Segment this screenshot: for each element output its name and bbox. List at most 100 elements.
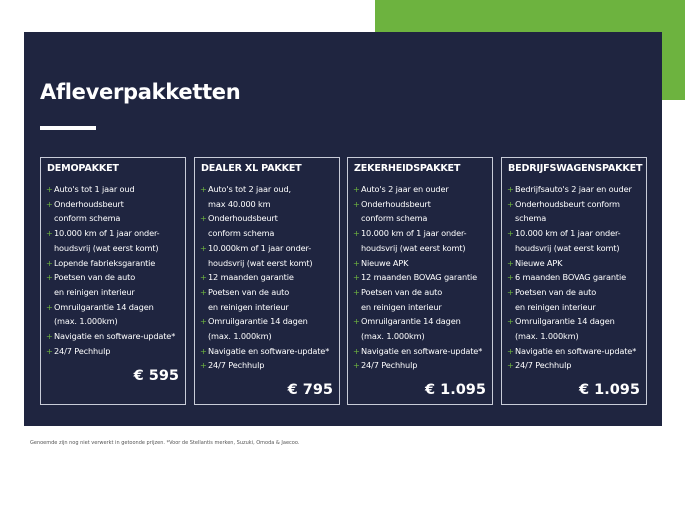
package-name: BEDRIJFSWAGENSPAKKET — [508, 163, 643, 174]
plus-icon: + — [200, 213, 207, 224]
feature-text: 10.000km of 1 jaar onder- — [208, 242, 312, 253]
feature-item: +Omruilgarantie 14 dagen — [200, 314, 337, 329]
feature-item: +Onderhoudsbeurt — [46, 197, 183, 212]
feature-text: Onderhoudsbeurt — [361, 198, 431, 209]
feature-item: +Navigatie en software-update* — [200, 344, 337, 359]
plus-icon: + — [200, 242, 207, 253]
feature-item: +Omruilgarantie 14 dagen — [353, 314, 490, 329]
plus-icon: + — [46, 272, 53, 283]
feature-list: +Auto's tot 2 jaar oud, max 40.000 km +Ond… — [200, 182, 337, 373]
feature-item: +12 maanden BOVAG garantie — [353, 270, 490, 285]
plus-icon: + — [46, 331, 53, 342]
plus-icon: + — [353, 228, 360, 239]
footnote: Genoemde zijn nog niet verwerkt in getoo… — [30, 440, 300, 446]
feature-text: 10.000 km of 1 jaar onder- — [54, 228, 160, 239]
feature-item: +Nieuwe APK — [507, 256, 644, 271]
plus-icon: + — [507, 360, 514, 371]
plus-icon: + — [200, 184, 207, 194]
feature-text: 24/7 Pechhulp — [361, 360, 418, 371]
plus-icon: + — [507, 286, 514, 297]
feature-item-continued: en reinigen interieur — [361, 301, 442, 312]
feature-item: +Omruilgarantie 14 dagen — [46, 300, 183, 315]
feature-item: +6 maanden BOVAG garantie — [507, 270, 644, 285]
feature-item: +Poetsen van de auto — [507, 285, 644, 300]
feature-item: +Auto's 2 jaar en ouder — [353, 182, 490, 197]
feature-item: +24/7 Pechhulp — [46, 344, 183, 359]
feature-item: +10.000 km of 1 jaar onder- — [46, 226, 183, 241]
feature-text: 12 maanden BOVAG garantie — [361, 272, 478, 283]
feature-item-continued: houdsvrij (wat eerst komt) — [361, 242, 466, 253]
feature-text: Navigatie en software-update* — [361, 345, 483, 356]
feature-text: Auto's tot 1 jaar oud — [54, 184, 135, 194]
feature-text: 6 maanden BOVAG garantie — [515, 272, 626, 283]
feature-item: +Auto's tot 1 jaar oud — [46, 182, 183, 197]
feature-text: 24/7 Pechhulp — [54, 345, 111, 356]
plus-icon: + — [353, 272, 360, 283]
plus-icon: + — [507, 198, 514, 209]
packages-panel — [24, 32, 662, 426]
feature-text: 10.000 km of 1 jaar onder- — [361, 228, 467, 239]
feature-text: Omruilgarantie 14 dagen — [208, 316, 308, 327]
feature-item: +24/7 Pechhulp — [507, 358, 644, 373]
plus-icon: + — [353, 184, 360, 194]
feature-item: +10.000 km of 1 jaar onder- — [507, 226, 644, 241]
feature-item: +Auto's tot 2 jaar oud, — [200, 182, 337, 197]
plus-icon: + — [46, 345, 53, 356]
package-name: ZEKERHEIDSPAKKET — [354, 163, 461, 174]
feature-item: +Bedrijfsauto's 2 jaar en ouder — [507, 182, 644, 197]
plus-icon: + — [353, 286, 360, 297]
feature-text: 10.000 km of 1 jaar onder- — [515, 228, 621, 239]
feature-text: Poetsen van de auto — [361, 286, 443, 297]
feature-item-continued: conform schema — [54, 213, 121, 224]
feature-text: Lopende fabrieksgarantie — [54, 257, 156, 268]
feature-list: +Bedrijfsauto's 2 jaar en ouder +Onderhou… — [507, 182, 644, 373]
feature-item-continued: (max. 1.000km) — [515, 331, 579, 342]
package-price: € 595 — [133, 368, 179, 384]
plus-icon: + — [507, 184, 514, 194]
feature-text: 24/7 Pechhulp — [208, 360, 265, 371]
feature-list: +Auto's tot 1 jaar oud +Onderhoudsbeurt co… — [46, 182, 183, 358]
plus-icon: + — [46, 184, 53, 194]
page-title: Afleverpakketten — [40, 80, 241, 104]
plus-icon: + — [507, 272, 514, 283]
feature-item: +Onderhoudsbeurt — [353, 197, 490, 212]
feature-item-continued: (max. 1.000km) — [208, 331, 272, 342]
feature-text: Onderhoudsbeurt — [54, 198, 124, 209]
feature-text: 24/7 Pechhulp — [515, 360, 572, 371]
feature-text: 12 maanden garantie — [208, 272, 294, 283]
feature-item-continued: en reinigen interieur — [515, 301, 596, 312]
feature-item: +Navigatie en software-update* — [353, 344, 490, 359]
package-price: € 1.095 — [578, 382, 640, 398]
plus-icon: + — [353, 360, 360, 371]
feature-text: Onderhoudsbeurt conform — [515, 198, 620, 209]
feature-item: +10.000km of 1 jaar onder- — [200, 241, 337, 256]
feature-item: +12 maanden garantie — [200, 270, 337, 285]
plus-icon: + — [507, 228, 514, 239]
package-name: DEMOPAKKET — [47, 163, 119, 174]
package-card: DEMOPAKKET +Auto's tot 1 jaar oud +Onderho… — [40, 157, 186, 405]
plus-icon: + — [200, 360, 207, 371]
plus-icon: + — [200, 316, 207, 327]
plus-icon: + — [200, 286, 207, 297]
feature-item: +Poetsen van de auto — [200, 285, 337, 300]
feature-item: +24/7 Pechhulp — [200, 358, 337, 373]
package-card: ZEKERHEIDSPAKKET +Auto's 2 jaar en ouder +… — [347, 157, 493, 405]
package-price: € 1.095 — [424, 382, 486, 398]
feature-item: +Onderhoudsbeurt — [200, 211, 337, 226]
feature-text: Navigatie en software-update* — [208, 345, 330, 356]
feature-item-continued: houdsvrij (wat eerst komt) — [515, 242, 620, 253]
plus-icon: + — [46, 198, 53, 209]
feature-item: +Omruilgarantie 14 dagen — [507, 314, 644, 329]
plus-icon: + — [200, 345, 207, 356]
feature-item: +Navigatie en software-update* — [507, 344, 644, 359]
package-name: DEALER XL PAKKET — [201, 163, 302, 174]
plus-icon: + — [507, 257, 514, 268]
package-card: BEDRIJFSWAGENSPAKKET +Bedrijfsauto's 2 ja… — [501, 157, 647, 405]
feature-text: Nieuwe APK — [361, 257, 409, 268]
feature-text: Poetsen van de auto — [54, 272, 136, 283]
feature-text: Bedrijfsauto's 2 jaar en ouder — [515, 184, 632, 194]
feature-item-continued: houdsvrij (wat eerst komt) — [54, 242, 159, 253]
feature-item-continued: max 40.000 km — [208, 198, 271, 209]
feature-item: +Lopende fabrieksgarantie — [46, 256, 183, 271]
plus-icon: + — [46, 301, 53, 312]
